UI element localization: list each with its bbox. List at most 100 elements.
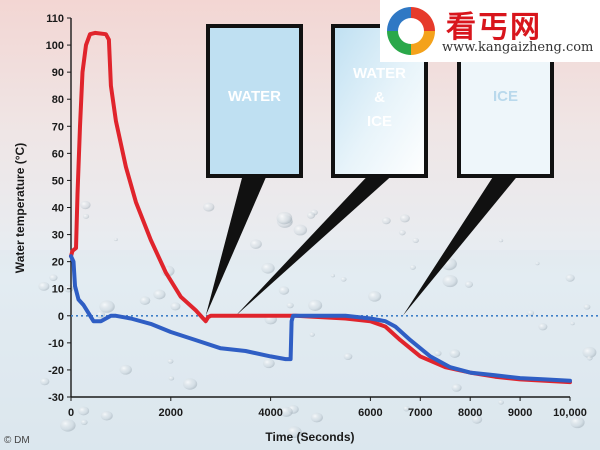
background-bubbles	[0, 200, 600, 450]
bubble	[287, 426, 302, 438]
bubble	[449, 349, 461, 358]
bubble	[582, 346, 597, 359]
bubble	[398, 229, 406, 236]
series-lines	[69, 30, 572, 385]
callout-pointers	[205, 176, 518, 316]
bubble	[399, 214, 410, 223]
x-axis-label: Time (Seconds)	[265, 430, 354, 444]
bubble	[39, 377, 50, 386]
bubble	[570, 416, 585, 429]
callout-label: ICE	[367, 113, 392, 130]
bubble	[96, 311, 106, 319]
bubble	[583, 304, 591, 310]
watermark-url: www.kangaizheng.com	[442, 40, 594, 55]
bubble	[310, 412, 323, 423]
watermark-name: 看丐网	[446, 10, 542, 45]
series-line-1	[69, 30, 572, 385]
bubble	[261, 262, 275, 274]
bubble	[368, 291, 382, 302]
bubble	[82, 213, 90, 219]
bubble	[153, 289, 166, 300]
bubble	[249, 239, 262, 249]
y-tick-label: -20	[48, 365, 64, 377]
axes	[67, 17, 571, 401]
bubble	[38, 281, 50, 291]
bubble	[280, 406, 293, 417]
y-tick-label: 30	[52, 230, 64, 242]
bubble	[464, 281, 474, 288]
bubble	[113, 237, 118, 242]
bubble	[182, 378, 198, 390]
y-tick-label: 0	[58, 311, 64, 323]
bubble	[498, 400, 504, 405]
bubble	[49, 274, 58, 281]
bubble	[412, 237, 419, 244]
y-tick-label: 80	[52, 94, 64, 106]
y-tick-label: -30	[48, 392, 64, 404]
series-line-2	[69, 254, 572, 383]
bubble	[119, 364, 132, 375]
bubble	[308, 299, 323, 311]
y-tick-label: 40	[52, 203, 64, 215]
water-surface	[0, 250, 600, 450]
x-tick-label: 8000	[458, 407, 482, 419]
bubble	[80, 200, 91, 210]
bubble	[100, 410, 113, 421]
swirl-logo-icon	[386, 6, 436, 56]
bubble	[381, 217, 391, 225]
bubble	[527, 310, 535, 316]
photo-credit: © DM	[4, 435, 30, 446]
bubble	[535, 261, 540, 266]
bubble	[309, 332, 315, 337]
y-axis-label: Water temperature (°C)	[13, 143, 27, 273]
bubble	[276, 211, 293, 225]
bubble	[99, 300, 115, 313]
bubble	[59, 419, 76, 432]
bubble	[203, 202, 215, 212]
callout-label: WATER	[228, 88, 281, 105]
bubble	[293, 224, 308, 236]
y-tick-label: 70	[52, 121, 64, 133]
y-tick-label: 10	[52, 284, 64, 296]
bubble	[409, 264, 416, 270]
y-tick-label: 100	[46, 40, 64, 52]
bubble	[330, 273, 336, 278]
y-tick-label: -10	[48, 338, 64, 350]
bubble	[340, 276, 347, 282]
callout-label: ICE	[493, 88, 518, 105]
bubble	[498, 238, 504, 243]
callout-label: WATER	[353, 65, 406, 82]
x-tick-label: 9000	[508, 407, 532, 419]
x-tick-label: 7000	[408, 407, 432, 419]
bubble	[442, 275, 458, 288]
watermark-banner: 看丐网 www.kangaizheng.com	[380, 0, 600, 62]
bubble	[451, 383, 462, 392]
bubble	[78, 406, 90, 416]
y-tick-label: 90	[52, 67, 64, 79]
bubble	[403, 405, 410, 412]
x-tick-label: 6000	[358, 407, 382, 419]
y-tick-label: 50	[52, 175, 64, 187]
x-tick-label: 2000	[159, 407, 183, 419]
y-tick-label: 20	[52, 257, 64, 269]
bubble	[278, 286, 290, 295]
callout-box	[206, 24, 303, 178]
callout-pointer	[205, 176, 267, 316]
callout-label: &	[374, 89, 385, 106]
tick-labels: -30 -20 -10 0 10 20 30 40 50 60 70 80 90 100 110 0 2000 4…	[46, 13, 587, 419]
bubble	[168, 376, 175, 381]
callout-pointer	[235, 176, 392, 316]
y-tick-label: 60	[52, 148, 64, 160]
bubble	[306, 212, 316, 219]
bubble	[262, 358, 275, 369]
bubble	[565, 274, 575, 282]
bubble	[286, 302, 294, 309]
bubble	[586, 355, 593, 361]
y-tick-label: 110	[46, 13, 64, 25]
callout-pointer	[402, 176, 518, 316]
x-tick-label: 4000	[258, 407, 282, 419]
x-tick-label: 0	[68, 407, 74, 419]
bubble	[167, 358, 174, 364]
x-tick-label: 10,000	[553, 407, 587, 419]
